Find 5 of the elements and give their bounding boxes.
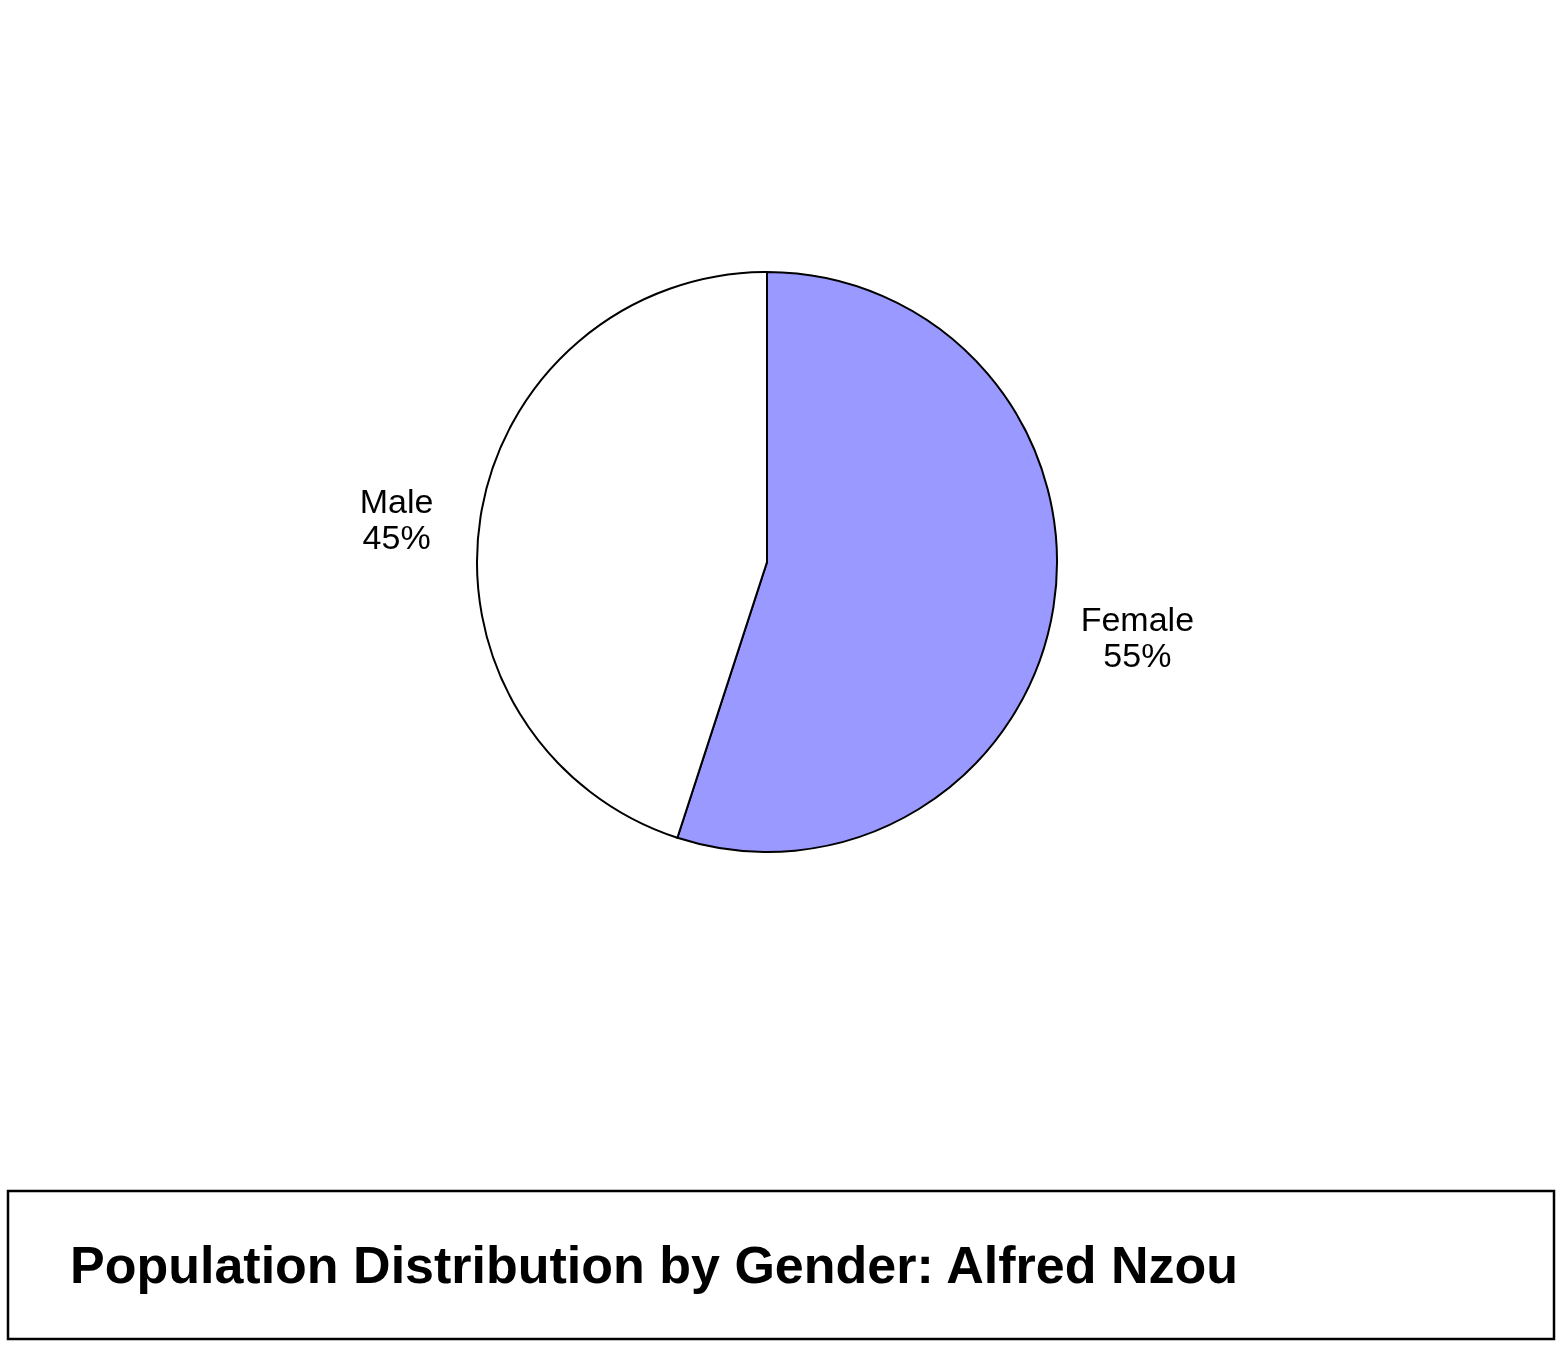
slice-label: Male [359, 482, 434, 521]
data-label: 55% [1103, 635, 1172, 674]
text: Population Distribution by Gender: Alfred Nzou [70, 1236, 1239, 1294]
slice-label: Female [1080, 599, 1195, 638]
data-label: 45% [362, 518, 431, 557]
